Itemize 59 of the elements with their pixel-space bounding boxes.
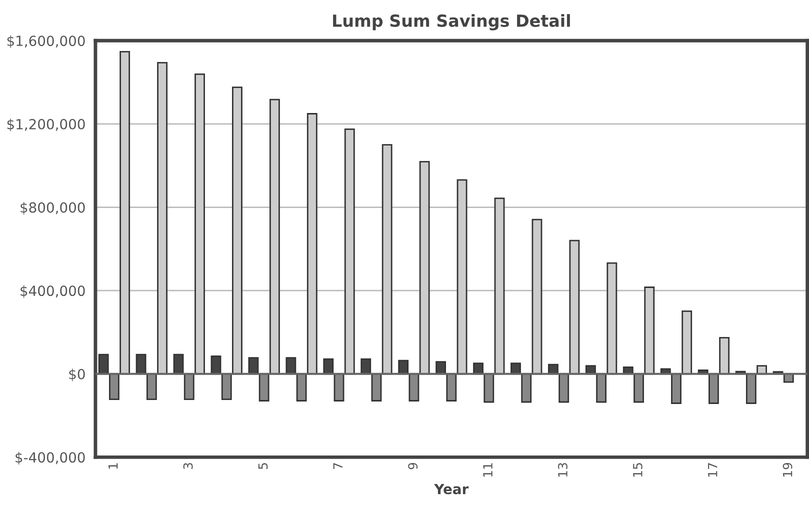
bar (232, 86, 242, 375)
x-tick-label: 15 (633, 463, 642, 477)
x-tick-label: 19 (782, 462, 792, 477)
bar (398, 360, 409, 375)
bar (269, 98, 280, 375)
bar (382, 144, 392, 375)
bar (746, 373, 756, 404)
bar (596, 373, 607, 403)
bar (146, 373, 157, 400)
x-tick-label: 3 (183, 463, 193, 470)
bar (306, 113, 318, 375)
bar (120, 50, 130, 375)
y-tick-label: $1,600,000 (7, 35, 85, 48)
bar (644, 286, 655, 375)
chart-title: Lump Sum Savings Detail (333, 14, 570, 30)
bar (258, 373, 270, 402)
bar (719, 336, 730, 375)
bar (157, 62, 168, 375)
bar (484, 373, 494, 403)
x-tick-label: 1 (108, 463, 118, 469)
y-tick-label: $400,000 (20, 285, 85, 298)
bar (532, 218, 542, 375)
bar (221, 373, 232, 400)
y-tick-label: $0 (69, 368, 85, 382)
bar (108, 373, 120, 400)
bar (446, 373, 457, 402)
y-tick-label: $-400,000 (16, 452, 85, 465)
bar (708, 373, 719, 404)
bar (436, 361, 446, 375)
bar (456, 179, 468, 375)
x-axis-title: Year (434, 484, 469, 494)
bar (360, 358, 372, 375)
bar (671, 373, 682, 404)
bar (569, 240, 580, 375)
bar (136, 354, 146, 375)
bar (296, 373, 307, 402)
bar (419, 160, 430, 375)
bar (344, 128, 355, 375)
y-tick-label: $1,200,000 (7, 118, 85, 132)
x-tick-label: 5 (258, 463, 268, 470)
y-tick-label: $800,000 (20, 202, 85, 215)
x-tick-label: 11 (483, 463, 492, 477)
bar (682, 310, 692, 375)
bar (286, 357, 296, 375)
bar (494, 198, 505, 375)
bar (521, 373, 532, 403)
bar (323, 358, 334, 375)
bar (194, 73, 205, 375)
bar (408, 373, 420, 402)
bar (371, 373, 382, 402)
x-tick-label: 17 (708, 463, 718, 477)
x-tick-label: 7 (333, 463, 342, 469)
x-tick-label: 13 (558, 463, 568, 477)
bar (334, 373, 344, 402)
bar (606, 262, 618, 375)
bar (184, 373, 194, 400)
bar (558, 373, 570, 403)
bar (634, 373, 644, 403)
x-tick-label: 9 (408, 462, 418, 470)
